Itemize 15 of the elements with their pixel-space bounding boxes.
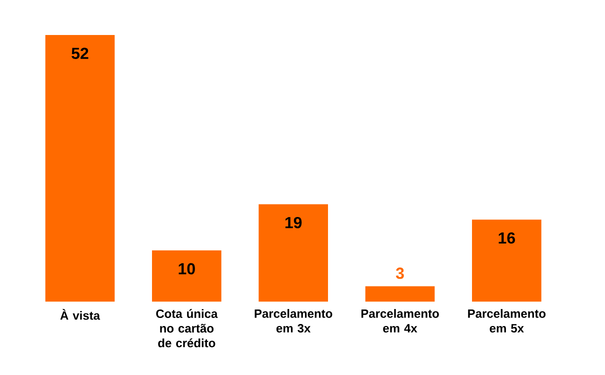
x-tick-label: À vista (60, 309, 100, 320)
x-tick-label: Parcelamento em 3x (254, 309, 332, 333)
bar (152, 250, 222, 302)
bar (472, 220, 542, 302)
bar (365, 286, 435, 302)
x-tick-label: Parcelamento em 5x (468, 309, 546, 333)
x-tick-label: Cota única no cartão de crédito (156, 309, 218, 348)
data-label: 10 (178, 263, 195, 274)
data-label: 52 (72, 48, 88, 60)
data-label: 3 (396, 268, 404, 279)
x-tick-label: Parcelamento em 4x (361, 309, 439, 333)
bar (258, 204, 328, 302)
bar (45, 35, 115, 302)
data-label: 19 (285, 216, 302, 228)
data-label: 16 (498, 232, 515, 244)
